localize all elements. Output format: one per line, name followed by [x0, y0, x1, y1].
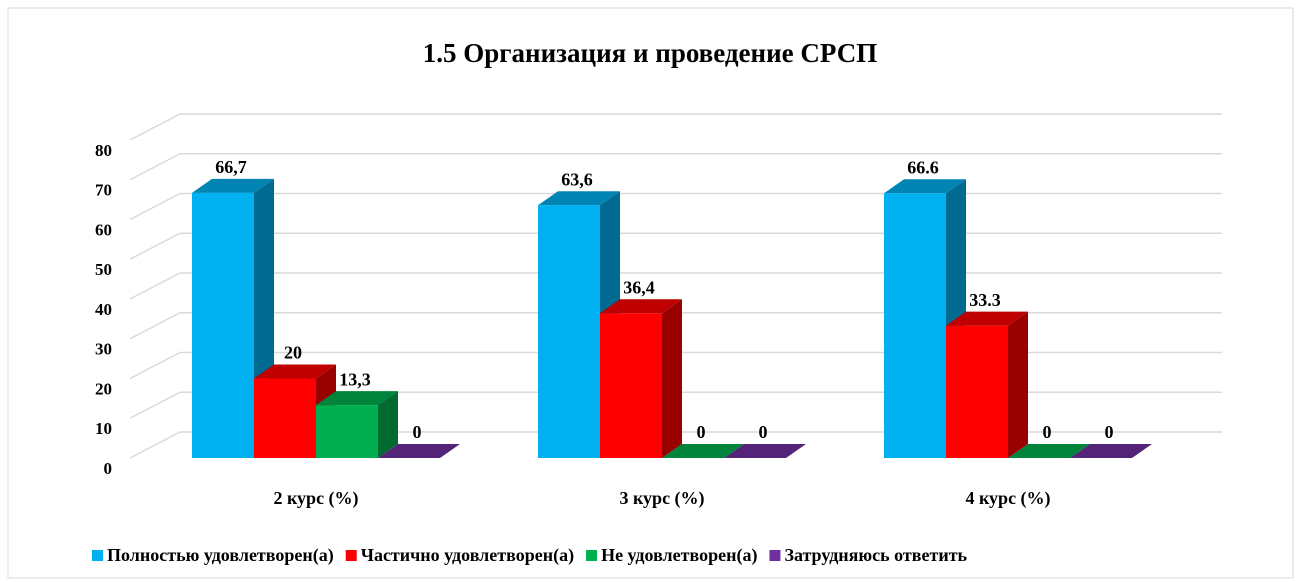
- data-label: 66.6: [907, 157, 939, 177]
- bar-side: [1008, 311, 1028, 458]
- grid-line: [129, 351, 181, 380]
- grid-line: [129, 272, 181, 300]
- legend-label: Не удовлетворен(а): [601, 545, 757, 566]
- chart-title: 1.5 Организация и проведение СРСП: [423, 38, 877, 68]
- data-label: 0: [697, 422, 706, 442]
- data-label: 13,3: [339, 369, 371, 389]
- data-label: 20: [284, 343, 302, 363]
- legend-label: Полностью удовлетворен(а): [107, 545, 334, 566]
- y-tick-label: 10: [95, 419, 112, 438]
- y-tick-label: 0: [104, 459, 113, 478]
- y-tick-label: 80: [95, 141, 112, 160]
- bar-top: [538, 191, 620, 206]
- bar-top: [378, 444, 460, 458]
- data-label: 0: [1043, 422, 1052, 442]
- grid-line: [129, 431, 181, 459]
- bar-top: [884, 179, 966, 194]
- grid-line: [129, 192, 181, 221]
- bar-top: [662, 444, 744, 458]
- bar-top: [600, 299, 682, 314]
- grid-line: [129, 113, 181, 141]
- bar-top: [1008, 444, 1090, 458]
- bar: [254, 378, 316, 458]
- legend-label: Затрудняюсь ответить: [784, 545, 967, 565]
- bar-top: [192, 178, 274, 193]
- bar: [884, 193, 946, 458]
- legend-swatch: [769, 550, 781, 561]
- y-tick-label: 60: [95, 220, 112, 239]
- legend-swatch: [586, 550, 598, 561]
- grid-line: [129, 153, 181, 181]
- data-label: 36,4: [623, 277, 655, 297]
- data-label: 66,7: [215, 157, 247, 177]
- x-tick-label: 4 курс (%): [965, 488, 1050, 509]
- legend-label: Частично удовлетворен(а): [361, 545, 574, 566]
- bar: [192, 192, 254, 458]
- bar-top: [946, 311, 1028, 326]
- y-tick-label: 40: [95, 300, 112, 319]
- bar: [538, 205, 600, 458]
- bar-top: [724, 444, 806, 458]
- bar: [600, 313, 662, 458]
- y-tick-label: 20: [95, 379, 112, 398]
- data-label: 0: [413, 422, 422, 442]
- bar-top: [1070, 444, 1152, 458]
- x-tick-label: 2 курс (%): [273, 488, 358, 509]
- grid-line: [129, 391, 181, 419]
- data-label: 0: [1105, 422, 1114, 442]
- bar-top: [316, 391, 398, 406]
- legend-swatch: [345, 550, 357, 561]
- legend-swatch: [92, 550, 103, 561]
- bar: [316, 405, 378, 458]
- data-label: 33.3: [969, 290, 1001, 310]
- y-tick-label: 70: [95, 181, 112, 200]
- x-tick-label: 3 курс (%): [619, 488, 704, 509]
- bar: [946, 325, 1008, 458]
- data-label: 63,6: [561, 169, 593, 189]
- grid-line: [129, 312, 181, 340]
- grid-line: [129, 232, 181, 260]
- data-label: 0: [759, 422, 768, 442]
- y-tick-label: 50: [95, 260, 112, 279]
- bar-top: [254, 364, 336, 379]
- bar-side: [662, 299, 682, 458]
- bar-side: [378, 391, 398, 458]
- y-tick-label: 30: [95, 340, 112, 359]
